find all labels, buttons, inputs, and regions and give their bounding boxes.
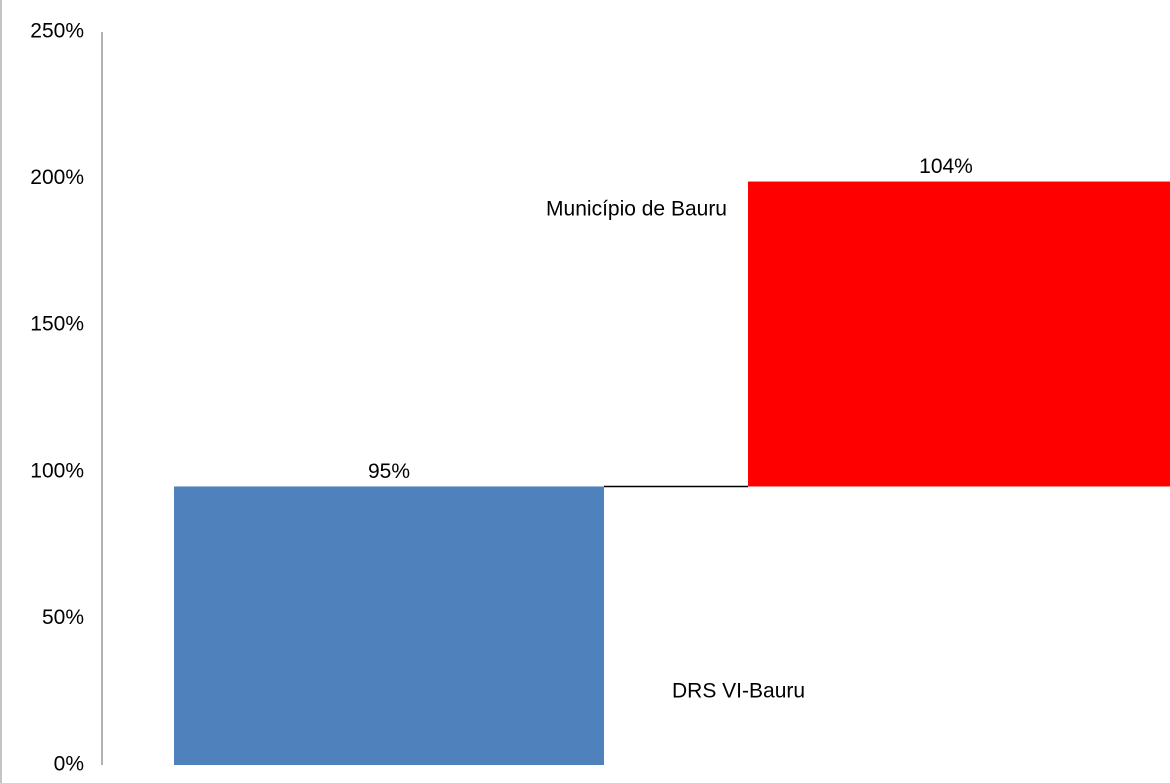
- y-tick-label: 100%: [30, 459, 84, 482]
- y-tick-label: 150%: [30, 313, 84, 336]
- category-label: Município de Bauru: [546, 198, 727, 221]
- y-tick-label: 250%: [30, 20, 84, 43]
- y-tick-label: 50%: [42, 606, 84, 629]
- data-label: 104%: [919, 155, 973, 178]
- bar: [748, 181, 1170, 487]
- data-label: 95%: [368, 460, 410, 483]
- bar: [174, 486, 604, 765]
- y-tick-label: 200%: [30, 166, 84, 189]
- y-tick-label: 0%: [54, 753, 84, 776]
- category-label: DRS VI-Bauru: [672, 680, 805, 703]
